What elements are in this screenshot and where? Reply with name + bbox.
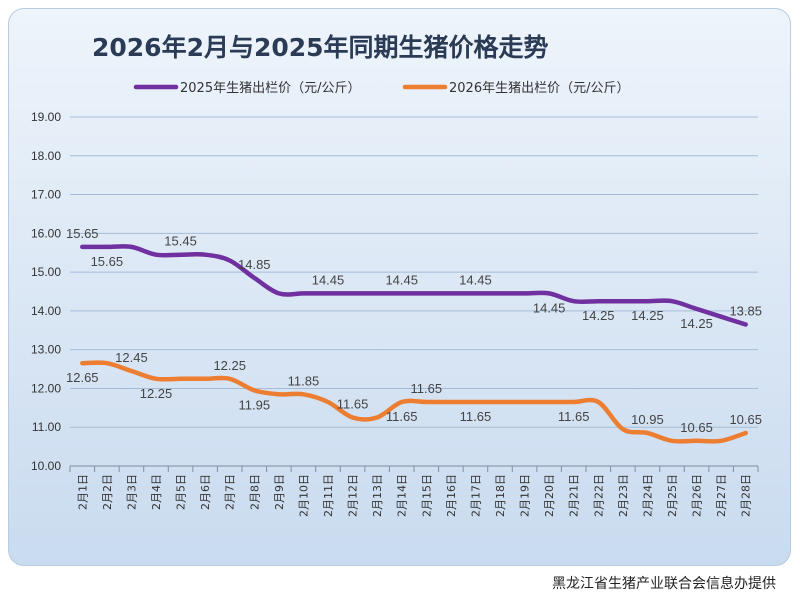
y-axis: 10.00 11.00 12.00 13.00 14.00 15.00 16.00 17.00… <box>31 110 61 473</box>
x-axis: 2月1日 2月2日 2月3日 2月4日 2月5日 2月6日 2月7日 2月8日 2月9日 2月10… <box>69 465 759 517</box>
data-label: 11.95 <box>238 397 270 412</box>
x-tick-label: 2月8日 <box>248 474 261 510</box>
x-tick-label: 2月21日 <box>568 474 581 517</box>
data-label: 10.95 <box>631 412 664 427</box>
data-label: 15.65 <box>66 226 99 241</box>
gridlines <box>70 116 758 428</box>
y-tick-label: 15.00 <box>31 265 61 279</box>
data-label: 11.65 <box>460 409 492 424</box>
data-label: 14.45 <box>312 272 345 287</box>
x-tick-label: 2月15日 <box>420 474 433 517</box>
data-label: 10.65 <box>680 420 713 435</box>
x-tick-label: 2月7日 <box>224 474 237 510</box>
data-label: 14.45 <box>459 272 492 287</box>
x-tick-label: 2月18日 <box>494 474 507 517</box>
legend-label-2: 2026年生猪出栏价（元/公斤） <box>449 81 629 96</box>
x-tick-label: 2月28日 <box>740 474 753 517</box>
y-tick-label: 17.00 <box>31 188 61 202</box>
series-line-1 <box>80 244 748 327</box>
x-tick-label: 2月22日 <box>592 474 605 517</box>
data-label: 14.25 <box>680 316 713 331</box>
y-tick-label: 13.00 <box>31 343 61 357</box>
x-tick-label: 2月4日 <box>150 474 163 510</box>
x-tick-label: 2月25日 <box>666 474 679 517</box>
y-tick-label: 11.00 <box>32 420 61 434</box>
data-label: 12.45 <box>115 350 148 365</box>
x-tick-label: 2月26日 <box>691 474 704 517</box>
series-lines <box>80 244 748 444</box>
data-label: 11.65 <box>337 397 369 412</box>
data-label: 12.25 <box>213 358 246 373</box>
data-label: 14.25 <box>631 308 664 323</box>
x-tick-label: 2月14日 <box>396 474 409 517</box>
data-label: 14.45 <box>385 272 418 287</box>
data-label: 13.85 <box>729 303 762 318</box>
x-tick-label: 2月27日 <box>715 474 728 517</box>
x-tick-label: 2月6日 <box>199 474 212 510</box>
data-label: 10.65 <box>729 412 762 427</box>
x-tick-label: 2月12日 <box>347 474 360 517</box>
chart-title: 2026年2月与2025年同期生猪价格走势 <box>92 33 549 62</box>
data-label: 14.45 <box>533 300 566 315</box>
chart-card <box>8 8 791 566</box>
x-tick-label: 2月23日 <box>617 474 630 517</box>
data-label: 12.25 <box>140 386 173 401</box>
source-note: 黑龙江省生猪产业联合会信息办提供 <box>552 576 776 592</box>
data-label: 12.65 <box>66 370 99 385</box>
x-tick-label: 2月2日 <box>101 474 114 510</box>
legend: 2025年生猪出栏价（元/公斤） 2026年生猪出栏价（元/公斤） <box>133 81 629 96</box>
y-tick-label: 19.00 <box>31 110 61 124</box>
data-label: 15.45 <box>164 234 197 249</box>
data-label: 14.25 <box>582 308 615 323</box>
x-tick-label: 2月13日 <box>371 474 384 517</box>
x-tick-label: 2月9日 <box>273 474 286 510</box>
x-tick-label: 2月24日 <box>641 474 654 517</box>
x-tick-label: 2月20日 <box>543 474 556 517</box>
x-tick-label: 2月5日 <box>175 474 188 510</box>
y-tick-label: 10.00 <box>31 459 61 473</box>
x-tick-label: 2月1日 <box>76 474 89 510</box>
data-labels: 15.65 15.65 15.45 14.85 14.45 14.45 14.45 14.45… <box>66 226 762 435</box>
x-tick-label: 2月16日 <box>445 474 458 517</box>
data-label: 15.65 <box>91 254 124 269</box>
data-label: 11.85 <box>288 373 320 388</box>
series-line-2 <box>80 360 748 444</box>
data-label: 14.85 <box>238 257 271 272</box>
x-tick-label: 2月11日 <box>322 474 335 517</box>
data-label: 11.65 <box>386 409 418 424</box>
y-tick-label: 18.00 <box>31 149 61 163</box>
data-label: 11.65 <box>558 409 590 424</box>
x-tick-label: 2月3日 <box>125 474 138 510</box>
x-tick-label: 2月17日 <box>469 474 482 517</box>
x-tick-label: 2月19日 <box>519 474 532 517</box>
y-tick-label: 14.00 <box>31 304 61 318</box>
y-tick-label: 12.00 <box>31 381 61 395</box>
data-label: 11.65 <box>410 381 442 396</box>
legend-label-1: 2025年生猪出栏价（元/公斤） <box>180 81 360 96</box>
x-tick-label: 2月10日 <box>297 474 310 517</box>
y-tick-label: 16.00 <box>31 226 61 240</box>
